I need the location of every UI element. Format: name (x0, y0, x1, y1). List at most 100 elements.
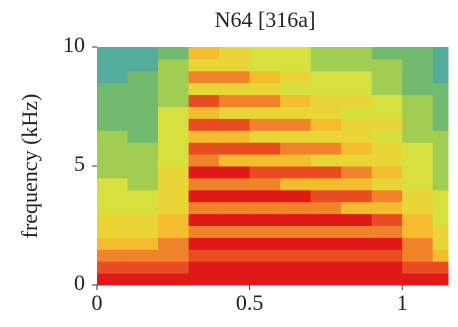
heat-cell (97, 166, 129, 179)
heat-cell (402, 94, 434, 107)
heat-cell (371, 166, 403, 179)
heat-cell (371, 201, 403, 215)
heat-cell (158, 249, 190, 262)
heat-cell (341, 177, 373, 191)
heat-cell (280, 70, 312, 84)
heat-cell (432, 177, 449, 191)
heat-cell (127, 130, 159, 143)
heat-cell (188, 213, 220, 226)
heat-cell (371, 261, 403, 274)
heat-cell (188, 118, 220, 131)
heat-cell (158, 142, 190, 155)
heat-cell (127, 189, 159, 203)
heat-cell (310, 70, 342, 84)
heat-cell (432, 106, 449, 119)
heat-cell (127, 106, 159, 119)
heat-cell (97, 225, 129, 238)
heat-cell (402, 225, 434, 238)
heat-cell (341, 225, 373, 238)
heat-cell (432, 273, 449, 286)
heat-cell (188, 273, 220, 286)
heat-cell (371, 47, 403, 60)
heat-cell (341, 118, 373, 131)
heat-cell (127, 225, 159, 238)
heat-cell (219, 106, 251, 119)
heat-cell (341, 142, 373, 155)
heat-cell (219, 130, 251, 143)
heat-cell (341, 130, 373, 143)
heat-cell (127, 201, 159, 215)
heat-cell (219, 189, 251, 203)
heat-cell (188, 58, 220, 72)
heat-cell (158, 106, 190, 119)
heat-cell (402, 189, 434, 203)
heat-cell (158, 273, 190, 286)
heat-cell (341, 237, 373, 250)
heat-cell (432, 213, 449, 226)
heat-cell (249, 201, 281, 215)
heat-cell (127, 154, 159, 167)
heat-cell (310, 201, 342, 215)
heat-cell (432, 142, 449, 155)
heat-cell (280, 273, 312, 286)
x-tick-label: 0.5 (236, 290, 264, 315)
heat-cell (158, 118, 190, 131)
heat-cell (188, 249, 220, 262)
heat-cell (341, 106, 373, 119)
heat-cell (280, 189, 312, 203)
heat-cell (432, 225, 449, 238)
heat-cell (402, 142, 434, 155)
x-tick-label: 0 (92, 290, 103, 315)
heat-cell (371, 225, 403, 238)
heat-cell (97, 189, 129, 203)
heat-cell (219, 273, 251, 286)
y-tick-label: 5 (74, 151, 85, 176)
heat-cell (188, 225, 220, 238)
heat-cell (249, 118, 281, 131)
heat-cell (341, 166, 373, 179)
heat-cell (402, 154, 434, 167)
heat-cell (249, 94, 281, 107)
heat-cell (249, 154, 281, 167)
heat-cell (280, 47, 312, 60)
heat-cell (341, 201, 373, 215)
heat-cell (402, 177, 434, 191)
heat-cell (219, 249, 251, 262)
heat-cell (188, 130, 220, 143)
heat-cell (219, 166, 251, 179)
heat-cell (310, 94, 342, 107)
heat-cell (432, 94, 449, 107)
heat-cell (188, 142, 220, 155)
heat-cell (371, 177, 403, 191)
heat-cell (219, 261, 251, 274)
heat-cell (249, 130, 281, 143)
heat-cell (158, 47, 190, 60)
heat-cell (97, 118, 129, 131)
heat-cell (341, 82, 373, 96)
heat-cell (97, 142, 129, 155)
heat-cell (97, 261, 129, 274)
heat-cell (310, 142, 342, 155)
heat-cell (158, 261, 190, 274)
heat-cell (249, 225, 281, 238)
heat-cell (280, 177, 312, 191)
heat-cell (432, 249, 449, 262)
heat-cell (249, 261, 281, 274)
heat-cell (158, 82, 190, 96)
heat-cell (432, 201, 449, 215)
heat-cell (127, 94, 159, 107)
heat-cell (249, 249, 281, 262)
heat-cell (127, 213, 159, 226)
heat-cell (249, 237, 281, 250)
heat-cell (249, 273, 281, 286)
heat-cell (371, 213, 403, 226)
heat-cell (249, 58, 281, 72)
heat-cell (188, 82, 220, 96)
heat-cell (249, 106, 281, 119)
heat-cell (127, 273, 159, 286)
heat-cell (371, 82, 403, 96)
heat-cell (219, 94, 251, 107)
heat-cell (280, 201, 312, 215)
heat-cell (97, 273, 129, 286)
